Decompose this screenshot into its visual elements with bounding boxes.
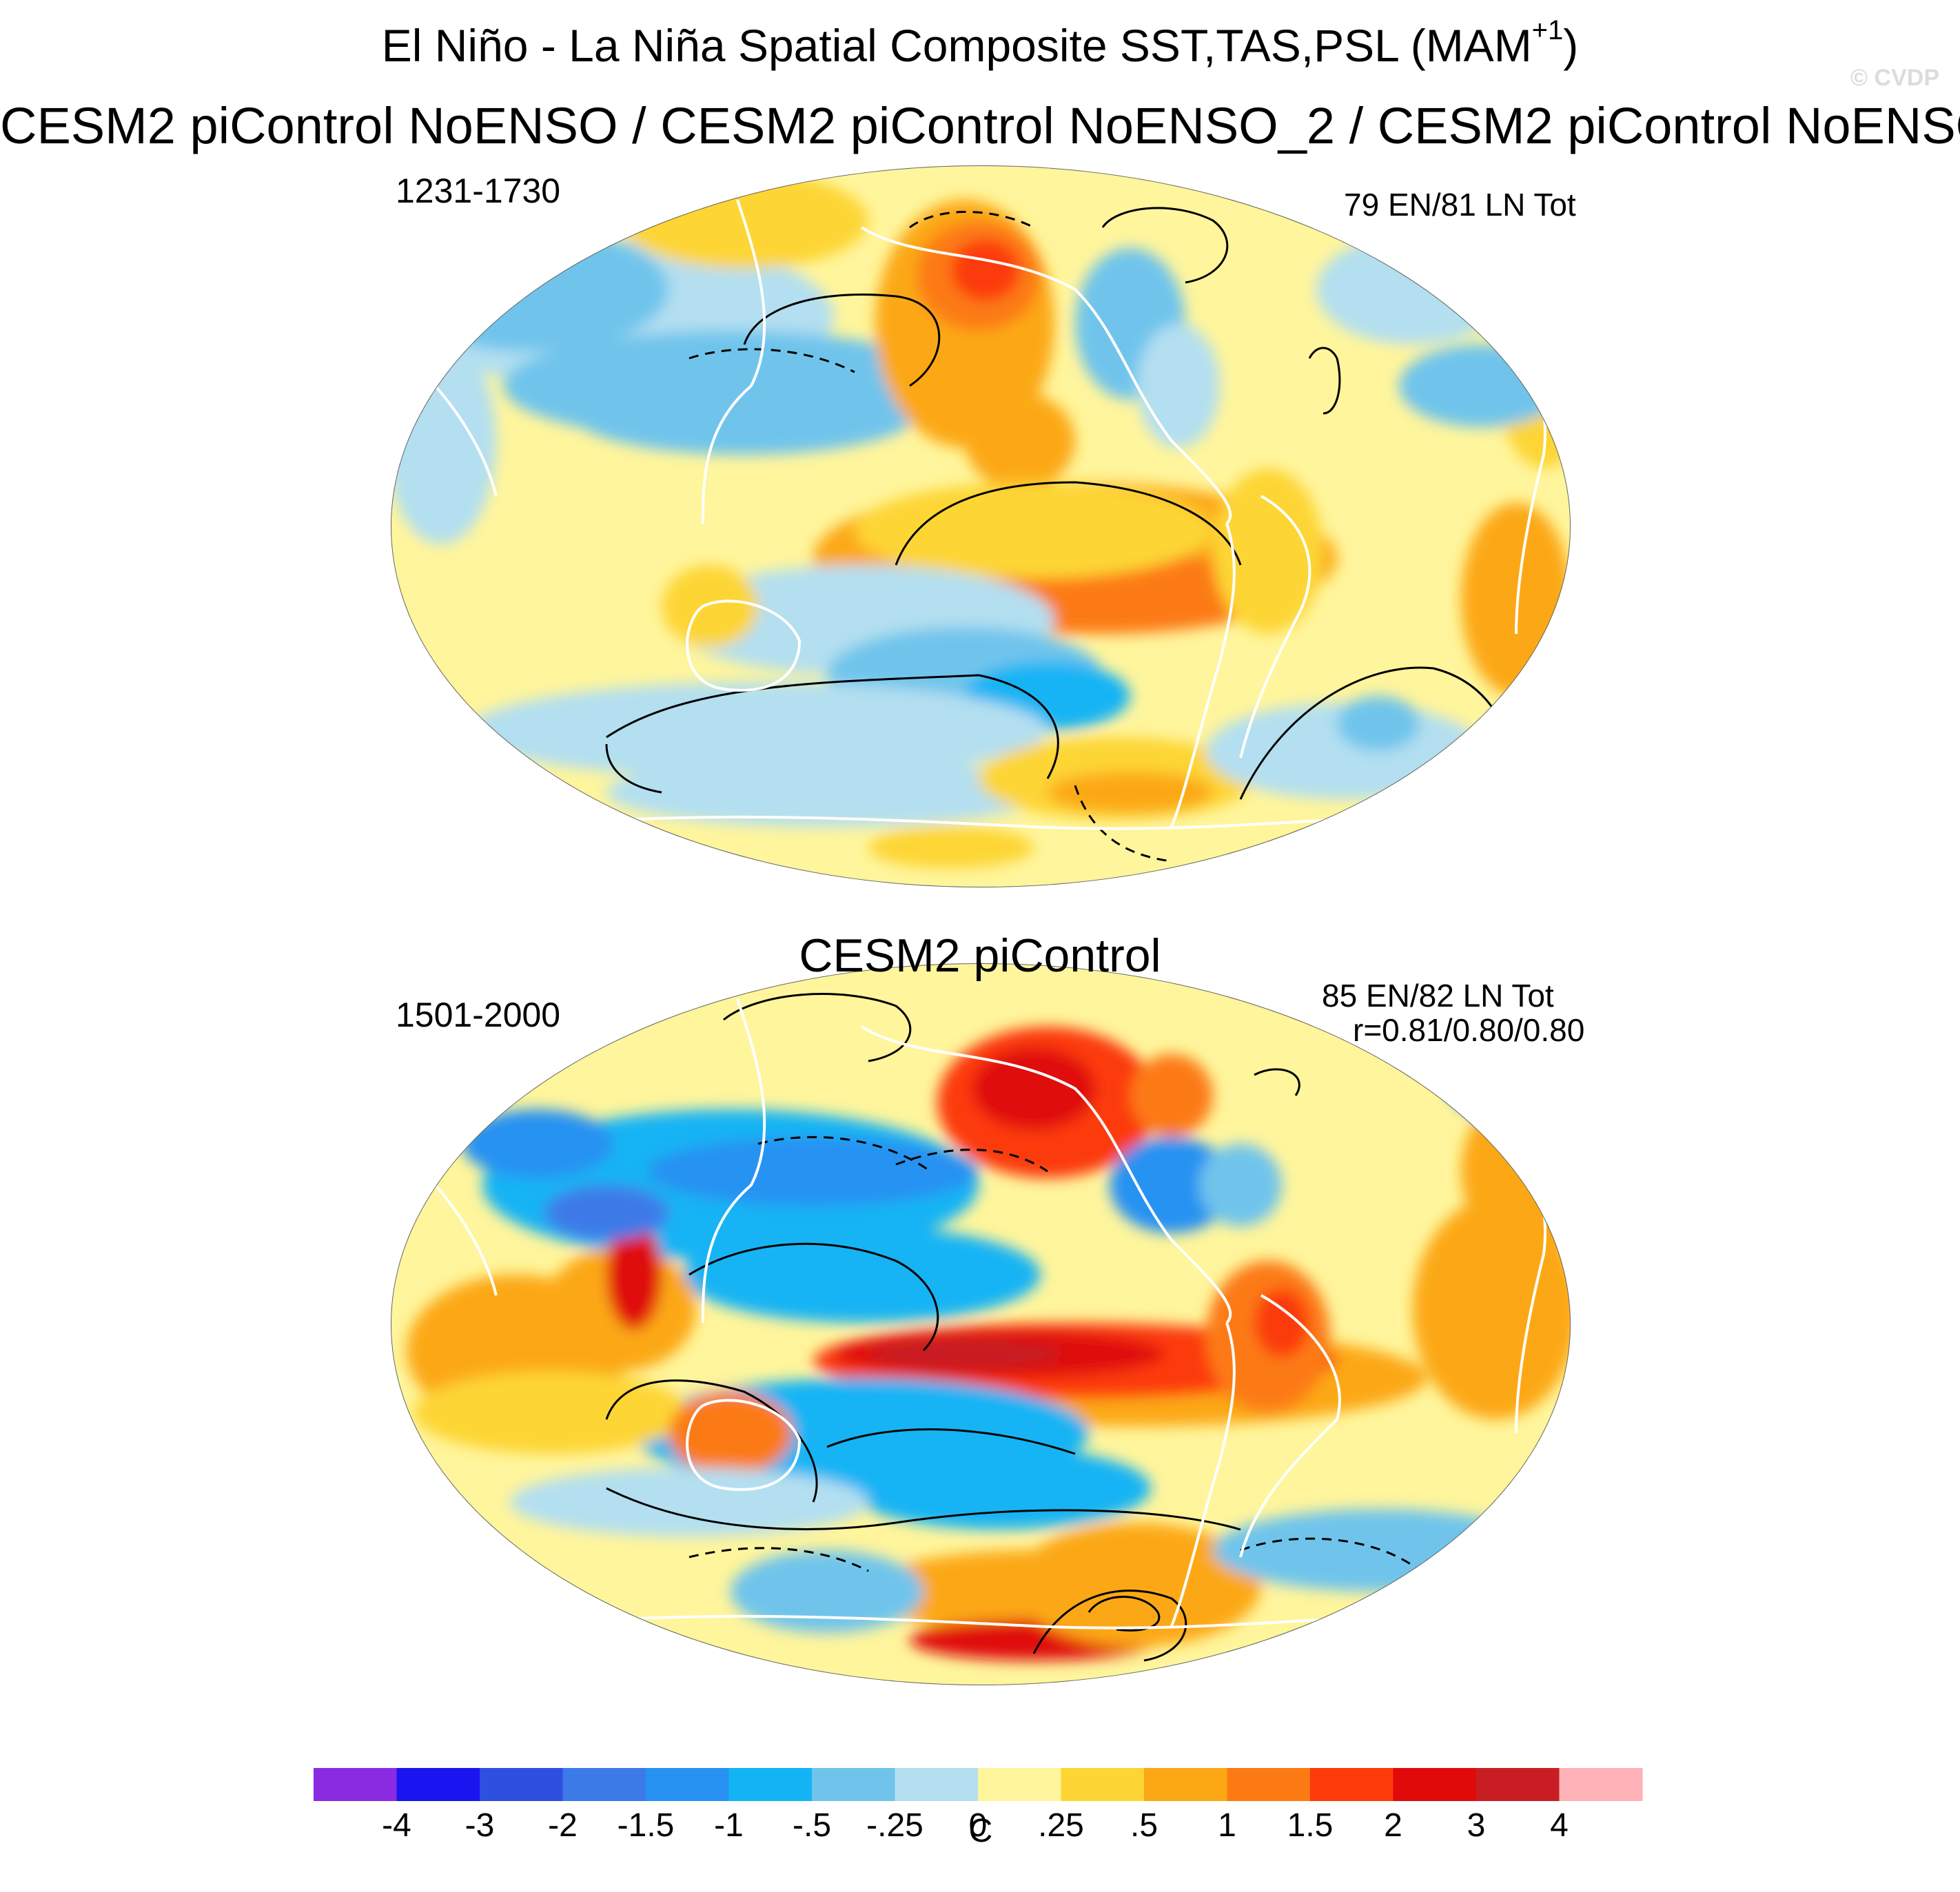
colorbar-box — [314, 1768, 398, 1801]
coast-south-america-east — [1239, 1294, 1341, 1558]
colorbar-box — [895, 1768, 979, 1801]
colorbar-box — [1476, 1768, 1560, 1801]
coast-antarctica — [620, 812, 1448, 830]
coast-south-america-west — [1170, 1322, 1236, 1627]
colorbar-tick-label: -1.5 — [617, 1807, 675, 1844]
colorbar-tick-label: 1.5 — [1287, 1807, 1334, 1844]
colorbar-box — [646, 1768, 730, 1801]
colorbar-box — [1061, 1768, 1145, 1801]
colorbar-box — [728, 1768, 813, 1801]
colorbar-box — [562, 1768, 646, 1801]
coast-antarctica — [620, 1611, 1448, 1629]
colorbar-box — [978, 1768, 1062, 1801]
map-top — [391, 165, 1571, 887]
coast-north-america-west — [860, 1025, 1232, 1324]
watermark: © CVDP — [1850, 65, 1939, 91]
panel-bottom-years: 1501-2000 — [396, 996, 561, 1034]
coast-australia — [686, 599, 802, 692]
figure-title: El Niño - La Niña Spatial Composite SST,… — [381, 15, 1579, 71]
map-bottom-coastlines — [405, 998, 1546, 1629]
colorbar-box — [812, 1768, 896, 1801]
colorbar-box — [1310, 1768, 1394, 1801]
colorbar-tick-label: -1 — [714, 1807, 744, 1844]
coast-south-america-east — [1239, 495, 1311, 759]
colorbar-box — [1393, 1768, 1477, 1801]
colorbar-box — [480, 1768, 564, 1801]
colorbar-tick-label: -.5 — [792, 1807, 832, 1844]
colorbar-tick-label: 4 — [1550, 1807, 1569, 1844]
colorbar-tick-label: 0 — [968, 1807, 988, 1844]
colorbar-tick-label: -.25 — [866, 1807, 923, 1844]
panel-bottom-stats: 85 EN/82 LN Tot — [1322, 978, 1554, 1014]
coast-asia-east — [702, 998, 766, 1324]
panel-bottom-correlation: r=0.81/0.80/0.80 — [1353, 1012, 1585, 1048]
map-bottom — [391, 963, 1571, 1685]
coast-australia — [686, 1399, 802, 1491]
panel-top-years: 1231-1730 — [396, 172, 561, 210]
colorbar-tick-label: .25 — [1038, 1807, 1084, 1844]
colorbar-box — [1144, 1768, 1228, 1801]
colorbar-box — [1227, 1768, 1311, 1801]
coast-north-america-west — [860, 226, 1232, 525]
colorbar-tick-label: -2 — [548, 1807, 578, 1844]
map-bottom-contours — [605, 993, 1420, 1662]
coast-south-america-west — [1170, 523, 1236, 827]
colorbar-unit: C — [968, 1813, 993, 1849]
colorbar-tick-label: 3 — [1467, 1807, 1486, 1844]
coast-asia-east — [702, 199, 766, 524]
figure-subtitle: CESM2 piControl NoENSO / CESM2 piControl… — [0, 97, 1960, 154]
map-top-contours — [605, 207, 1518, 863]
colorbar-tick-label: 1 — [1218, 1807, 1236, 1844]
colorbar-tick-label: 2 — [1384, 1807, 1402, 1844]
colorbar-tick-label: -4 — [382, 1807, 411, 1844]
colorbar-tick-label: -3 — [465, 1807, 495, 1844]
panel-bottom-title: CESM2 piControl — [799, 929, 1161, 982]
colorbar-tick-label: .5 — [1130, 1807, 1158, 1844]
colorbar-box — [396, 1768, 480, 1801]
colorbar-box — [1559, 1768, 1643, 1801]
colorbar — [314, 1768, 1643, 1801]
panel-top-stats: 79 EN/81 LN Tot — [1344, 187, 1576, 223]
